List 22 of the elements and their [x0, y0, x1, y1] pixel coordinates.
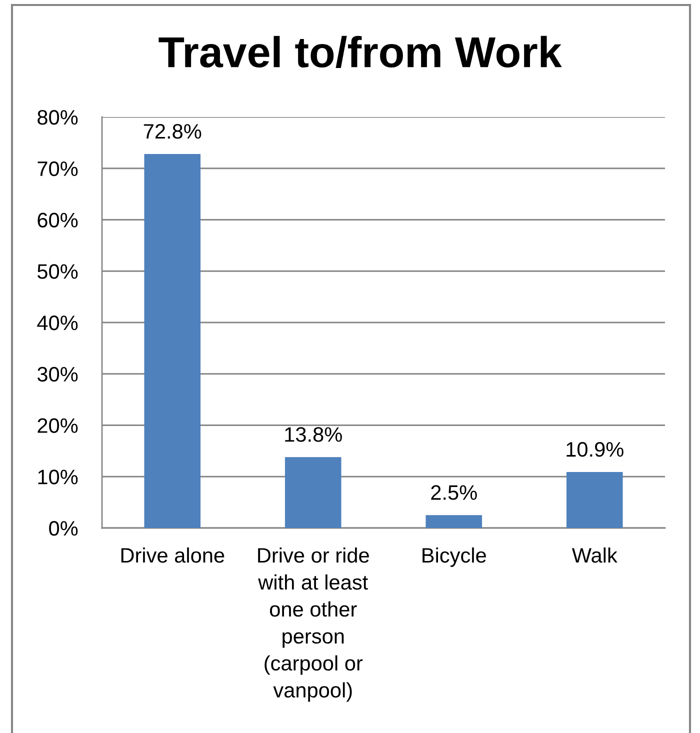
x-tick-label: Drive alone [121, 547, 224, 563]
data-label: 13.8% [285, 427, 342, 442]
y-tick-label: 60% [38, 212, 78, 228]
data-label: 72.8% [144, 124, 202, 139]
y-tick-label: 10% [38, 470, 78, 484]
bar [426, 515, 482, 528]
bar [284, 457, 342, 528]
data-label: 10.9% [566, 442, 624, 457]
y-tick-label: 30% [37, 366, 78, 382]
x-tick-label: Bicycle [422, 547, 486, 567]
y-tick-label: 0% [49, 521, 78, 536]
x-tick-label: Walk [572, 547, 618, 563]
y-tick-label: 70% [38, 161, 78, 176]
data-label: 2.5% [431, 485, 477, 500]
y-tick-label: 50% [38, 264, 78, 279]
y-tick-label: 40% [37, 316, 78, 330]
y-tick-label: 20% [38, 418, 78, 434]
bar [144, 154, 201, 528]
y-tick-label: 80% [38, 110, 78, 125]
x-tick-label: Drive or ride with at least one other person (carpool or vanpool) [258, 547, 369, 702]
chart-title: Travel to/from Work [158, 36, 562, 68]
bar [566, 472, 623, 528]
